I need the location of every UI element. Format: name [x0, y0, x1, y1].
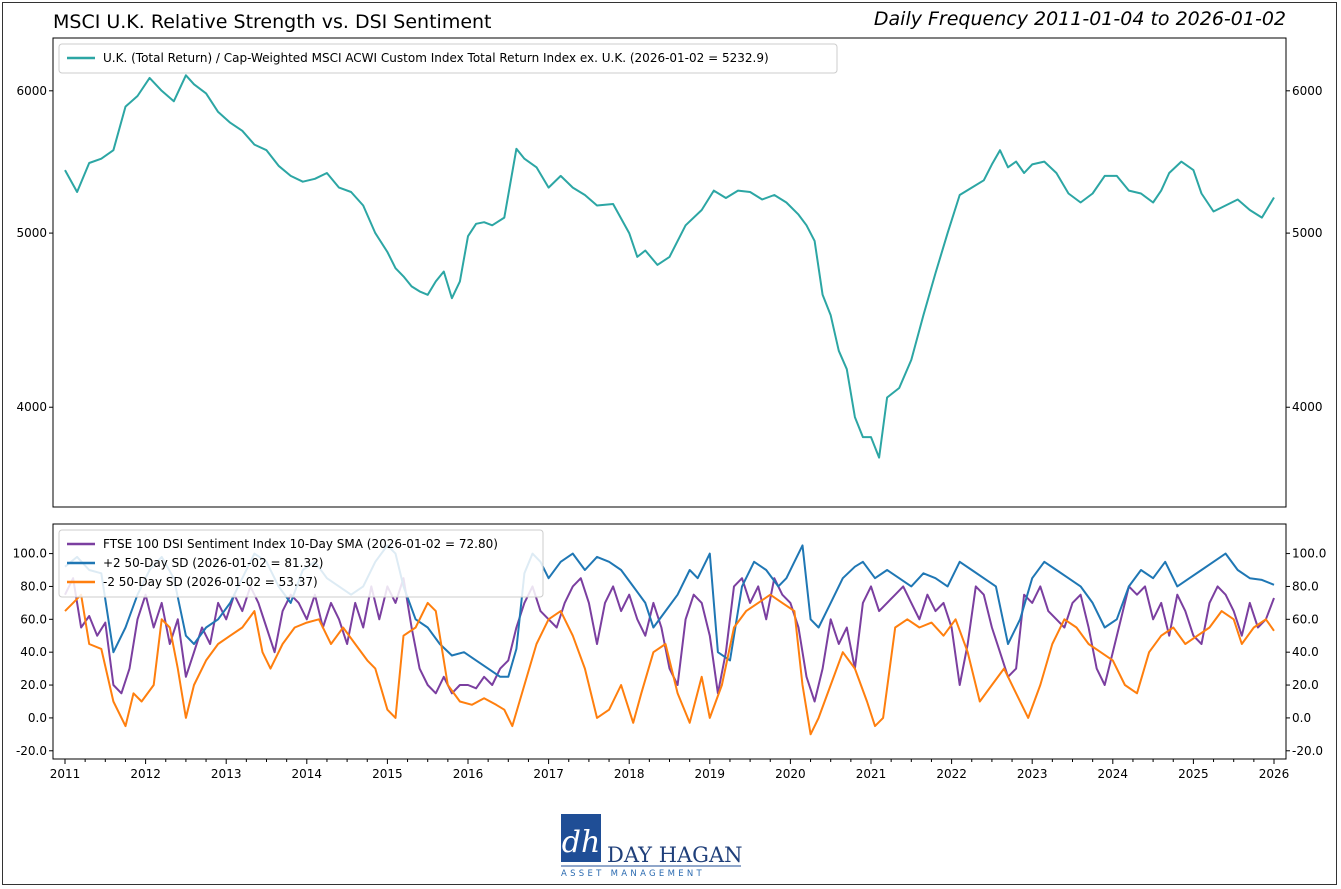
ytick-label-right-0-0: 4000: [1292, 400, 1323, 414]
ytick-label-right-1-5: 80.0: [1292, 579, 1319, 593]
legend-label-1-0: FTSE 100 DSI Sentiment Index 10-Day SMA …: [103, 537, 498, 551]
chart-title: MSCI U.K. Relative Strength vs. DSI Sent…: [53, 11, 492, 33]
ytick-label-left-0-1: 5000: [16, 226, 47, 240]
xtick-label-13: 2024: [1098, 767, 1129, 781]
logo-monogram-box: [561, 814, 601, 862]
ytick-label-right-1-4: 60.0: [1292, 612, 1319, 626]
series-line-0-0: [64, 74, 1275, 459]
xtick-label-4: 2015: [372, 767, 403, 781]
xtick-label-6: 2017: [533, 767, 564, 781]
ytick-label-left-1-0: -20.0: [16, 744, 47, 758]
series-line-1-0: [64, 577, 1275, 703]
ytick-label-right-1-0: -20.0: [1292, 744, 1323, 758]
logo-name: DAY HAGAN: [607, 843, 743, 867]
xtick-label-12: 2023: [1017, 767, 1048, 781]
ytick-label-left-1-5: 80.0: [20, 579, 47, 593]
ytick-label-right-1-1: 0.0: [1292, 711, 1311, 725]
xtick-label-5: 2016: [453, 767, 484, 781]
series-line-1-2: [64, 593, 1275, 736]
logo-tagline: ASSET MANAGEMENT: [561, 869, 705, 878]
xtick-label-15: 2026: [1259, 767, 1290, 781]
ytick-label-left-1-1: 0.0: [28, 711, 47, 725]
legend-label-1-2: -2 50-Day SD (2026-01-02 = 53.37): [103, 575, 318, 589]
axes-box-0: [52, 37, 1287, 508]
legend-box-0: [58, 43, 838, 74]
xtick-label-7: 2018: [614, 767, 645, 781]
xtick-label-14: 2025: [1178, 767, 1209, 781]
xtick-label-2: 2013: [211, 767, 242, 781]
ytick-label-left-1-4: 60.0: [20, 612, 47, 626]
ytick-label-right-1-2: 20.0: [1292, 678, 1319, 692]
ytick-label-left-0-0: 4000: [16, 400, 47, 414]
xtick-label-1: 2012: [130, 767, 161, 781]
ytick-label-right-1-6: 100.0: [1292, 547, 1326, 561]
legend-box-1: [58, 529, 544, 598]
legend-label-1-1: +2 50-Day SD (2026-01-02 = 81.32): [103, 556, 323, 570]
chart-subtitle: Daily Frequency 2011-01-04 to 2026-01-02: [873, 8, 1286, 30]
xtick-label-10: 2021: [856, 767, 887, 781]
logo: dh DAY HAGAN ASSET MANAGEMENT: [561, 814, 743, 878]
ytick-label-right-1-3: 40.0: [1292, 645, 1319, 659]
ytick-label-right-0-2: 6000: [1292, 84, 1323, 98]
ytick-label-right-0-1: 5000: [1292, 226, 1323, 240]
xtick-label-0: 2011: [50, 767, 81, 781]
ytick-label-left-1-2: 20.0: [20, 678, 47, 692]
legend-label-0-0: U.K. (Total Return) / Cap-Weighted MSCI …: [103, 51, 769, 65]
logo-monogram: dh: [562, 825, 601, 860]
xtick-label-9: 2020: [775, 767, 806, 781]
xtick-label-11: 2022: [936, 767, 967, 781]
ytick-label-left-0-2: 6000: [16, 84, 47, 98]
xtick-label-8: 2019: [695, 767, 726, 781]
ytick-label-left-1-6: 100.0: [13, 547, 47, 561]
ytick-label-left-1-3: 40.0: [20, 645, 47, 659]
xtick-label-3: 2014: [292, 767, 323, 781]
